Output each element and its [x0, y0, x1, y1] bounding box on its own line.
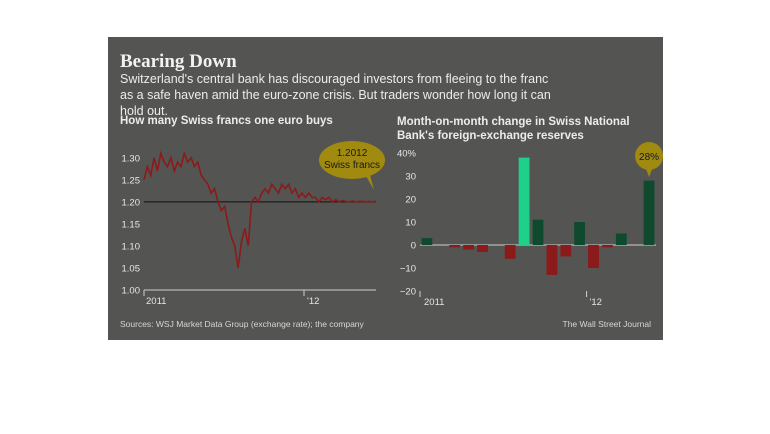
callout-unit: Swiss francs: [324, 160, 380, 171]
y-tick-label: 1.00: [122, 286, 141, 297]
callout-bubble: [635, 142, 663, 170]
chart-panel: Bearing Down Switzerland's central bank …: [108, 37, 663, 340]
bar-nov: [560, 245, 572, 257]
callout-value: 28%: [639, 152, 659, 163]
x-tick-label: 2011: [146, 296, 166, 307]
exchange-rate-line: [143, 150, 377, 269]
y-tick-label: 1.30: [122, 153, 141, 164]
bar-jan-2011: [421, 238, 433, 245]
y-tick-label: 1.15: [122, 219, 141, 230]
y-tick-label: 1.20: [122, 197, 141, 208]
bar-oct: [546, 245, 558, 275]
headline: Bearing Down: [120, 51, 237, 72]
bar-may: [477, 245, 488, 252]
exchange-rate-chart: 1.30 1.25 1.20 1.15 1.10 1.05 1.00 2011 '12 1.201…: [122, 141, 385, 307]
x-tick-label: '12: [307, 296, 319, 307]
sources-note: Sources: WSJ Market Data Group (exchange…: [120, 319, 364, 329]
y-tick-label: 1.10: [122, 241, 141, 252]
x-tick-label: 2011: [424, 297, 444, 308]
callout-value: 1.2012: [337, 148, 368, 159]
bar-dec: [574, 222, 585, 245]
y-tick-label: 1.25: [122, 175, 141, 186]
y-tick-label: −20: [400, 287, 416, 298]
x-tick-label: '12: [590, 297, 602, 308]
right-chart-title: Month-on-month change in Swiss National …: [397, 116, 630, 142]
bar-jan-2012: [588, 245, 599, 268]
bar-mar: [449, 245, 461, 248]
publisher-credit: The Wall Street Journal: [562, 319, 652, 329]
y-tick-label: 20: [405, 195, 416, 206]
dek: Switzerland's central bank has discourag…: [120, 72, 551, 118]
callout-bubble: [319, 141, 385, 179]
bar-apr: [463, 245, 474, 250]
left-chart-title: How many Swiss francs one euro buys: [120, 115, 333, 127]
bar-feb: [602, 245, 613, 248]
bar-jul: [504, 245, 516, 259]
y-tick-label: 40%: [397, 149, 417, 160]
y-tick-label: 0: [411, 241, 416, 252]
y-tick-label: 1.05: [122, 263, 141, 274]
callout-pointer: [366, 175, 374, 190]
y-tick-label: 10: [405, 218, 416, 229]
bar-aug: [518, 157, 530, 245]
y-tick-label: −10: [400, 264, 416, 275]
bar-mar: [615, 233, 627, 245]
callout-pointer: [646, 169, 653, 177]
reserves-chart: 40% 30 20 10 0 −10 −20 2011 '12 28%: [397, 142, 663, 308]
y-tick-label: 30: [405, 172, 416, 183]
bar-sep: [532, 219, 544, 245]
bar-may: [643, 180, 655, 245]
